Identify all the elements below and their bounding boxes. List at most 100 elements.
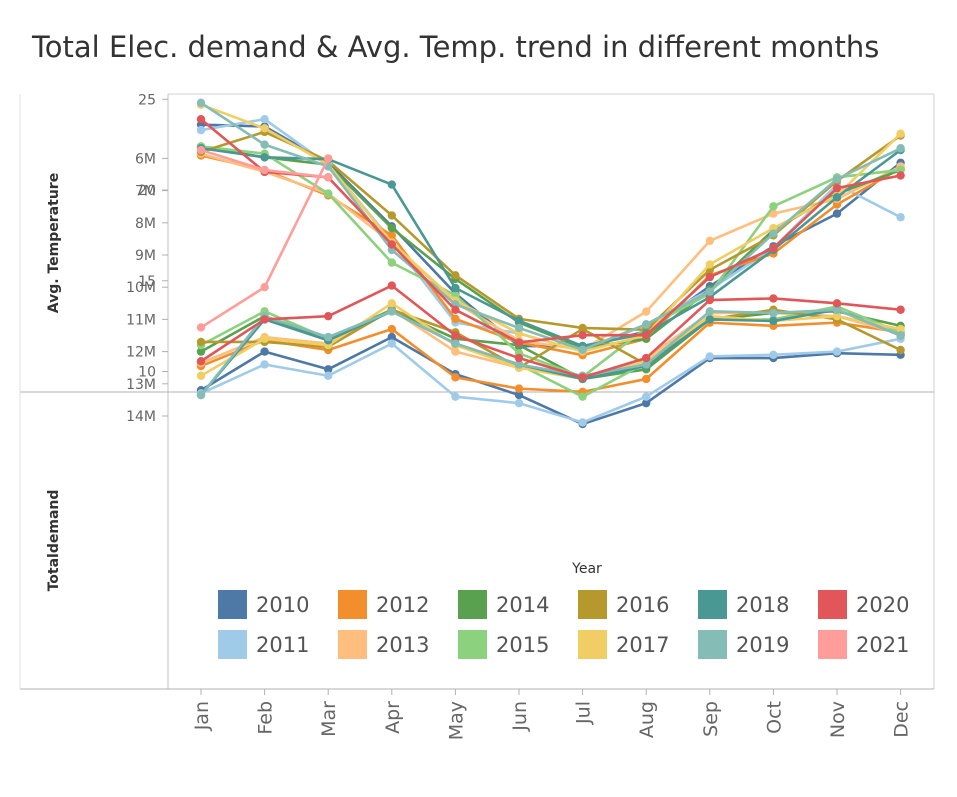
data-point-2011-demand: [705, 352, 714, 361]
data-point-2011-demand: [260, 360, 269, 369]
data-point-2021-demand: [196, 323, 206, 332]
data-point-2010-demand: [260, 347, 269, 356]
legend-label-2013: 2013: [376, 633, 429, 657]
data-point-2020-temp: [578, 331, 587, 340]
legend-title: Year: [571, 561, 602, 577]
data-point-2020-temp: [387, 240, 396, 249]
data-point-2019-demand: [324, 332, 333, 342]
legend-swatch-2012: [338, 590, 367, 619]
data-point-2018-temp: [387, 180, 396, 189]
y-axis-title-temp: Avg. Temperature: [46, 173, 62, 313]
data-point-2020-temp: [832, 183, 842, 193]
series-line-2010-demand: [200, 335, 901, 426]
data-point-2019-temp: [260, 140, 269, 149]
data-point-2019-temp: [769, 229, 778, 238]
data-point-2015-demand: [578, 392, 587, 401]
legend-label-2018: 2018: [736, 593, 789, 617]
data-point-2016-demand: [896, 345, 905, 355]
legend-swatch-2010: [218, 590, 247, 619]
data-point-2019-demand: [769, 308, 778, 318]
legend-label-2015: 2015: [496, 633, 549, 657]
x-tick-label: Mar: [318, 701, 340, 737]
series-line-2016-temp: [200, 130, 902, 332]
series-line-2019-demand: [199, 308, 902, 396]
data-point-2020-temp: [705, 272, 714, 282]
data-point-2021-temp: [196, 145, 206, 155]
data-point-2012-temp: [387, 231, 396, 240]
y-tick-label: 13M: [126, 377, 156, 393]
chart-title: Total Elec. demand & Avg. Temp. trend in…: [32, 30, 880, 64]
data-point-2020-temp: [896, 171, 905, 180]
y-tick-label: 15: [138, 274, 156, 290]
data-point-2014-demand: [196, 347, 206, 356]
data-point-2019-demand: [896, 331, 905, 340]
legend-label-2011: 2011: [256, 633, 309, 657]
data-point-2011-temp: [196, 125, 206, 135]
data-point-2020-demand: [832, 299, 842, 308]
data-point-2013-temp: [705, 236, 714, 246]
data-point-2019-temp: [705, 287, 714, 296]
data-point-2020-temp: [642, 331, 651, 340]
data-point-2020-demand: [324, 311, 333, 321]
y-axis-title-demand: Totaldemand: [46, 490, 62, 592]
legend-swatch-2013: [338, 630, 367, 659]
y-tick-label: 25: [138, 92, 156, 108]
data-point-2019-demand: [387, 307, 396, 316]
legend-label-2019: 2019: [736, 633, 789, 657]
series-line-2012-demand: [200, 321, 901, 394]
series-line-2021-demand: [200, 157, 330, 329]
data-point-2015-temp: [324, 189, 333, 198]
legend-swatch-2016: [578, 590, 607, 619]
data-point-2020-demand: [387, 281, 396, 290]
data-point-2021-temp: [324, 173, 333, 182]
data-point-2011-temp: [896, 213, 905, 222]
x-tick-label: May: [445, 701, 467, 740]
x-tick-label: Jul: [573, 701, 595, 725]
data-point-2017-demand: [387, 299, 396, 308]
data-point-2018-temp: [451, 283, 460, 293]
data-point-2012-demand: [514, 384, 524, 393]
x-tick-label: Nov: [827, 701, 849, 738]
y-tick-label: 10: [138, 365, 156, 381]
data-point-2011-demand: [578, 418, 587, 427]
data-point-2011-temp: [260, 115, 269, 124]
series-line-2015-temp: [200, 145, 901, 379]
legend-label-2020: 2020: [856, 593, 909, 617]
data-point-2020-demand: [451, 331, 460, 340]
data-point-2016-demand: [578, 324, 587, 334]
data-point-2010-demand: [642, 398, 651, 408]
y-tick-label: 9M: [135, 248, 156, 264]
legend-swatch-2015: [458, 630, 487, 659]
data-point-2019-temp: [514, 323, 524, 333]
data-point-2020-temp: [451, 305, 460, 314]
data-point-2017-demand: [896, 324, 905, 334]
legend-label-2014: 2014: [496, 593, 549, 617]
legend-swatch-2017: [578, 630, 607, 659]
legend-swatch-2018: [698, 590, 727, 619]
data-point-2013-temp: [769, 209, 778, 218]
data-point-2010-demand: [514, 390, 524, 400]
y-tick-label: 20: [138, 183, 156, 199]
legend-swatch-2020: [818, 590, 847, 619]
data-point-2018-temp: [260, 153, 269, 162]
series-line-2020-demand: [200, 284, 901, 379]
data-point-2015-temp: [387, 258, 396, 267]
x-tick-label: Dec: [891, 701, 913, 738]
series-line-2011-demand: [200, 337, 901, 424]
data-point-2016-temp: [451, 271, 460, 280]
x-tick-label: Aug: [636, 701, 658, 738]
x-tick-label: Jan: [191, 701, 213, 731]
y-tick-label: 14M: [126, 409, 156, 425]
data-point-2017-demand: [196, 371, 206, 380]
x-tick-label: Feb: [255, 701, 277, 735]
y-tick-label: 8M: [135, 216, 156, 232]
data-point-2020-demand: [769, 294, 778, 303]
data-point-2010-demand: [387, 332, 396, 342]
data-point-2020-temp: [769, 243, 778, 253]
legend-swatch-2019: [698, 630, 727, 659]
data-point-2020-temp: [514, 338, 524, 347]
data-point-2019-temp: [578, 345, 587, 354]
data-point-2019-temp: [642, 320, 651, 329]
data-point-2017-temp: [896, 129, 905, 138]
